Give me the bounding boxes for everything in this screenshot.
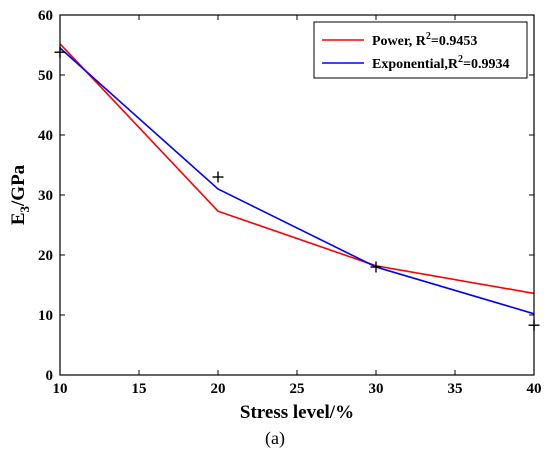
- y-axis-label: E3/GPa: [8, 164, 32, 225]
- legend: Power, R2=0.9453 Exponential,R2=0.9934: [313, 21, 528, 79]
- y-tick-label: 40: [38, 128, 53, 144]
- x-tick-label: 25: [290, 381, 305, 397]
- figure-caption: (a): [265, 428, 285, 448]
- x-tick-label: 10: [53, 381, 68, 397]
- x-tick-label: 35: [448, 381, 463, 397]
- x-tick-label: 20: [211, 381, 226, 397]
- x-tick-label: 30: [369, 381, 384, 397]
- x-axis-label: Stress level/%: [240, 402, 354, 423]
- y-tick-label: 10: [38, 308, 53, 324]
- x-tick-label: 40: [527, 381, 542, 397]
- y-tick-label: 0: [46, 368, 54, 384]
- series-line-exponential: [59, 47, 535, 315]
- legend-label-exponential: Exponential,R2=0.9934: [372, 54, 509, 72]
- series-layer: [59, 43, 535, 315]
- y-tick-label: 20: [38, 248, 53, 264]
- legend-label-power: Power, R2=0.9453: [372, 31, 477, 49]
- y-tick-label: 60: [38, 8, 53, 24]
- data-point-marker: [212, 171, 224, 183]
- y-tick-label: 50: [38, 68, 53, 84]
- y-tick-label: 30: [38, 188, 53, 204]
- series-line-power: [59, 43, 535, 295]
- x-tick-label: 15: [132, 381, 147, 397]
- data-point-marker: [370, 261, 382, 273]
- legend-box: [313, 21, 528, 79]
